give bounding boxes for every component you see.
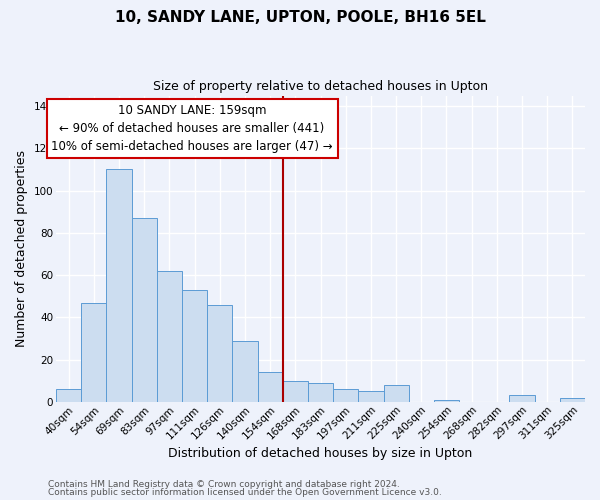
Bar (383, 385, 409, 402)
Bar (509, 396, 535, 402)
Bar (207, 304, 232, 402)
Text: Contains public sector information licensed under the Open Government Licence v3: Contains public sector information licen… (48, 488, 442, 497)
Text: Contains HM Land Registry data © Crown copyright and database right 2024.: Contains HM Land Registry data © Crown c… (48, 480, 400, 489)
Bar (358, 391, 383, 402)
Bar (257, 372, 283, 402)
Bar (131, 218, 157, 402)
Bar (560, 398, 585, 402)
Text: 10 SANDY LANE: 159sqm
← 90% of detached houses are smaller (441)
10% of semi-det: 10 SANDY LANE: 159sqm ← 90% of detached … (51, 104, 333, 153)
Bar (434, 400, 459, 402)
Bar (56, 389, 81, 402)
Bar (81, 302, 106, 402)
Text: 10, SANDY LANE, UPTON, POOLE, BH16 5EL: 10, SANDY LANE, UPTON, POOLE, BH16 5EL (115, 10, 485, 25)
Title: Size of property relative to detached houses in Upton: Size of property relative to detached ho… (153, 80, 488, 93)
Y-axis label: Number of detached properties: Number of detached properties (15, 150, 28, 347)
Bar (106, 170, 131, 402)
X-axis label: Distribution of detached houses by size in Upton: Distribution of detached houses by size … (169, 447, 473, 460)
Bar (182, 290, 207, 402)
Bar (157, 271, 182, 402)
Bar (333, 389, 358, 402)
Bar (232, 340, 257, 402)
Bar (283, 380, 308, 402)
Bar (308, 383, 333, 402)
